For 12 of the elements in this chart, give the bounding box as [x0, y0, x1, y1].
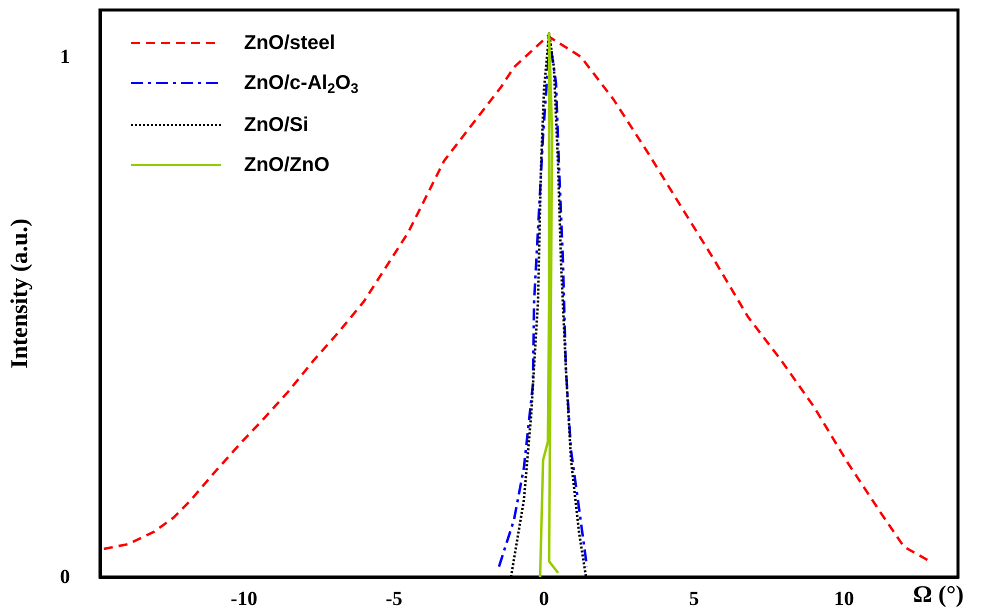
legend-label: ZnO/steel: [244, 32, 336, 54]
x-axis-title: Ω (°): [913, 582, 964, 608]
x-tick-label: -10: [230, 588, 258, 610]
x-tick-label: 10: [834, 588, 854, 610]
x-tick-label: 0: [539, 588, 549, 610]
legend-label: ZnO/ZnO: [244, 154, 330, 176]
line-series: [538, 32, 560, 578]
x-tick-label: 5: [689, 588, 699, 610]
y-tick-label: 1: [60, 46, 70, 68]
legend-label: ZnO/Si: [244, 114, 308, 136]
x-tick-label: -5: [386, 588, 402, 610]
y-axis-title: Intensity (a.u.): [7, 218, 33, 369]
